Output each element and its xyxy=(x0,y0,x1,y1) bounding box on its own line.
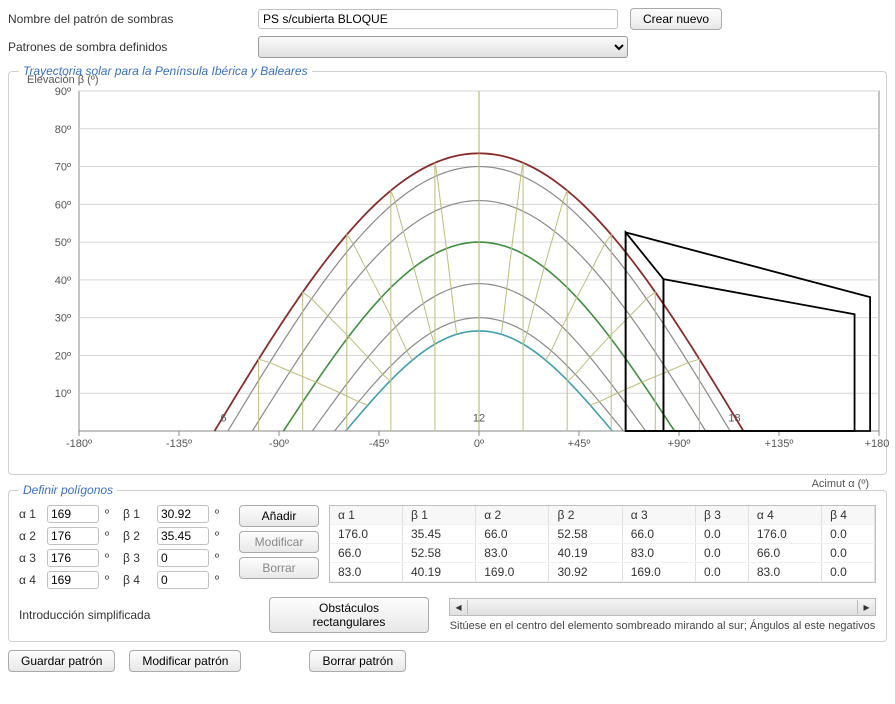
svg-text:+135º: +135º xyxy=(765,438,794,450)
alpha-3-input[interactable] xyxy=(47,549,99,567)
hint-text: Sitúese en el centro del elemento sombre… xyxy=(449,620,876,632)
poly-fieldset: Definir polígonos α 1 º β 1 ºα 2 º β 2 º… xyxy=(8,483,887,642)
defined-patterns-select[interactable] xyxy=(258,36,628,58)
svg-text:6: 6 xyxy=(220,412,226,424)
table-header: β 2 xyxy=(549,506,622,525)
poly-table: α 1β 1α 2β 2α 3β 3α 4β 4 176.035.4566.05… xyxy=(330,506,875,582)
solar-chart: 10º20º30º40º50º60º70º80º90º-180º-135º-90… xyxy=(39,86,889,451)
svg-text:12: 12 xyxy=(473,412,485,424)
modify-pattern-button[interactable]: Modificar patrón xyxy=(129,650,241,672)
rect-obstacles-button[interactable]: Obstáculos rectangulares xyxy=(269,597,429,633)
alpha-label-3: α 3 xyxy=(19,551,43,565)
beta-1-input[interactable] xyxy=(157,505,209,523)
table-header: α 2 xyxy=(476,506,549,525)
table-row[interactable]: 176.035.4566.052.5866.00.0176.00.0 xyxy=(330,525,875,544)
beta-3-input[interactable] xyxy=(157,549,209,567)
beta-label-4: β 4 xyxy=(123,573,153,587)
table-header: β 4 xyxy=(822,506,875,525)
defined-label: Patrones de sombra definidos xyxy=(8,40,258,54)
scroll-left-icon[interactable]: ◂ xyxy=(450,600,468,614)
svg-text:+180º: +180º xyxy=(865,438,889,450)
modify-poly-button[interactable]: Modificar xyxy=(239,531,319,553)
svg-text:30º: 30º xyxy=(55,313,71,325)
pattern-name-input[interactable] xyxy=(258,9,618,29)
beta-label-2: β 2 xyxy=(123,529,153,543)
svg-text:-45º: -45º xyxy=(369,438,389,450)
svg-text:50º: 50º xyxy=(55,237,71,249)
table-header: α 3 xyxy=(622,506,695,525)
table-hscrollbar[interactable]: ◂ ▸ xyxy=(449,598,876,616)
save-pattern-button[interactable]: Guardar patrón xyxy=(8,650,115,672)
delete-poly-button[interactable]: Borrar xyxy=(239,557,319,579)
svg-text:20º: 20º xyxy=(55,350,71,362)
alpha-1-input[interactable] xyxy=(47,505,99,523)
create-new-button[interactable]: Crear nuevo xyxy=(630,8,722,30)
delete-pattern-button[interactable]: Borrar patrón xyxy=(309,650,406,672)
beta-label-1: β 1 xyxy=(123,507,153,521)
svg-text:40º: 40º xyxy=(55,275,71,287)
table-row[interactable]: 66.052.5883.040.1983.00.066.00.0 xyxy=(330,544,875,563)
alpha-4-input[interactable] xyxy=(47,571,99,589)
table-row[interactable]: 83.040.19169.030.92169.00.083.00.0 xyxy=(330,563,875,582)
alpha-label-2: α 2 xyxy=(19,529,43,543)
alpha-beta-grid: α 1 º β 1 ºα 2 º β 2 ºα 3 º β 3 ºα 4 º β… xyxy=(19,505,229,589)
table-header: β 3 xyxy=(695,506,748,525)
alpha-2-input[interactable] xyxy=(47,527,99,545)
table-header: β 1 xyxy=(402,506,475,525)
table-header: α 1 xyxy=(330,506,402,525)
svg-text:-180º: -180º xyxy=(66,438,92,450)
x-axis-label: Acimut α (º) xyxy=(812,478,869,490)
beta-label-3: β 3 xyxy=(123,551,153,565)
svg-text:60º: 60º xyxy=(55,199,71,211)
beta-4-input[interactable] xyxy=(157,571,209,589)
svg-text:90º: 90º xyxy=(55,86,71,98)
svg-text:70º: 70º xyxy=(55,162,71,174)
add-button[interactable]: Añadir xyxy=(239,505,319,527)
scroll-right-icon[interactable]: ▸ xyxy=(857,600,875,614)
y-axis-label: Elevación β (º) xyxy=(27,74,98,86)
chart-fieldset: Trayectoria solar para la Península Ibér… xyxy=(8,64,887,475)
svg-text:+45º: +45º xyxy=(568,438,591,450)
name-label: Nombre del patrón de sombras xyxy=(8,12,258,26)
svg-text:-90º: -90º xyxy=(269,438,289,450)
svg-text:10º: 10º xyxy=(55,388,71,400)
alpha-label-1: α 1 xyxy=(19,507,43,521)
table-header: α 4 xyxy=(748,506,821,525)
beta-2-input[interactable] xyxy=(157,527,209,545)
svg-text:-135º: -135º xyxy=(166,438,192,450)
simplified-label: Introducción simplificada xyxy=(19,608,249,622)
svg-text:80º: 80º xyxy=(55,124,71,136)
svg-text:0º: 0º xyxy=(474,438,484,450)
poly-legend: Definir polígonos xyxy=(19,483,117,497)
alpha-label-4: α 4 xyxy=(19,573,43,587)
svg-text:+90º: +90º xyxy=(668,438,691,450)
svg-text:18: 18 xyxy=(728,412,740,424)
